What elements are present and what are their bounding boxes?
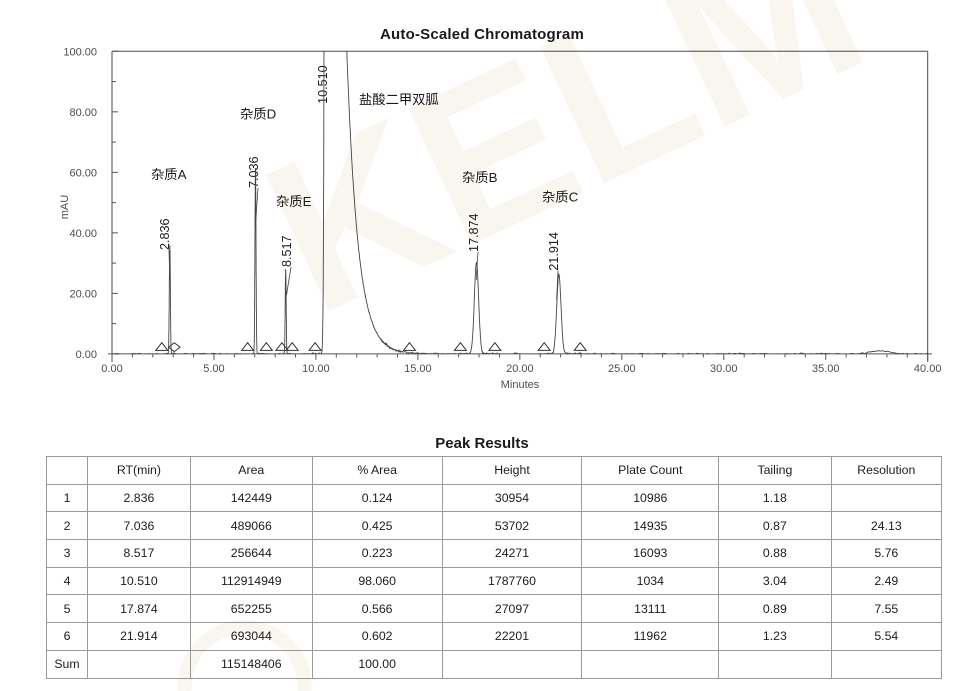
svg-text:10.00: 10.00 [302, 363, 330, 375]
svg-text:100.00: 100.00 [63, 47, 97, 59]
svg-text:20.00: 20.00 [69, 289, 97, 301]
svg-text:5.00: 5.00 [203, 363, 224, 375]
svg-text:80.00: 80.00 [69, 107, 97, 119]
svg-text:8.517: 8.517 [280, 235, 294, 267]
svg-text:7.036: 7.036 [247, 156, 261, 188]
svg-text:17.874: 17.874 [467, 213, 481, 252]
svg-text:40.00: 40.00 [69, 228, 97, 240]
svg-text:0.00: 0.00 [101, 363, 122, 375]
svg-text:杂质B: 杂质B [462, 170, 498, 185]
svg-text:杂质C: 杂质C [542, 189, 579, 204]
svg-text:盐酸二甲双胍: 盐酸二甲双胍 [359, 92, 439, 107]
svg-text:35.00: 35.00 [812, 363, 840, 375]
svg-text:30.00: 30.00 [710, 363, 738, 375]
svg-text:25.00: 25.00 [608, 363, 636, 375]
svg-text:杂质A: 杂质A [151, 167, 187, 182]
svg-text:Minutes: Minutes [501, 379, 540, 391]
svg-text:0.00: 0.00 [76, 349, 97, 361]
svg-text:21.914: 21.914 [547, 232, 561, 271]
svg-text:60.00: 60.00 [69, 168, 97, 180]
svg-text:20.00: 20.00 [506, 363, 534, 375]
svg-text:杂质E: 杂质E [276, 194, 312, 209]
svg-text:15.00: 15.00 [404, 363, 432, 375]
svg-text:10.510: 10.510 [316, 65, 330, 104]
svg-text:40.00: 40.00 [914, 363, 942, 375]
svg-text:杂质D: 杂质D [240, 107, 276, 122]
svg-text:mAU: mAU [59, 195, 71, 220]
